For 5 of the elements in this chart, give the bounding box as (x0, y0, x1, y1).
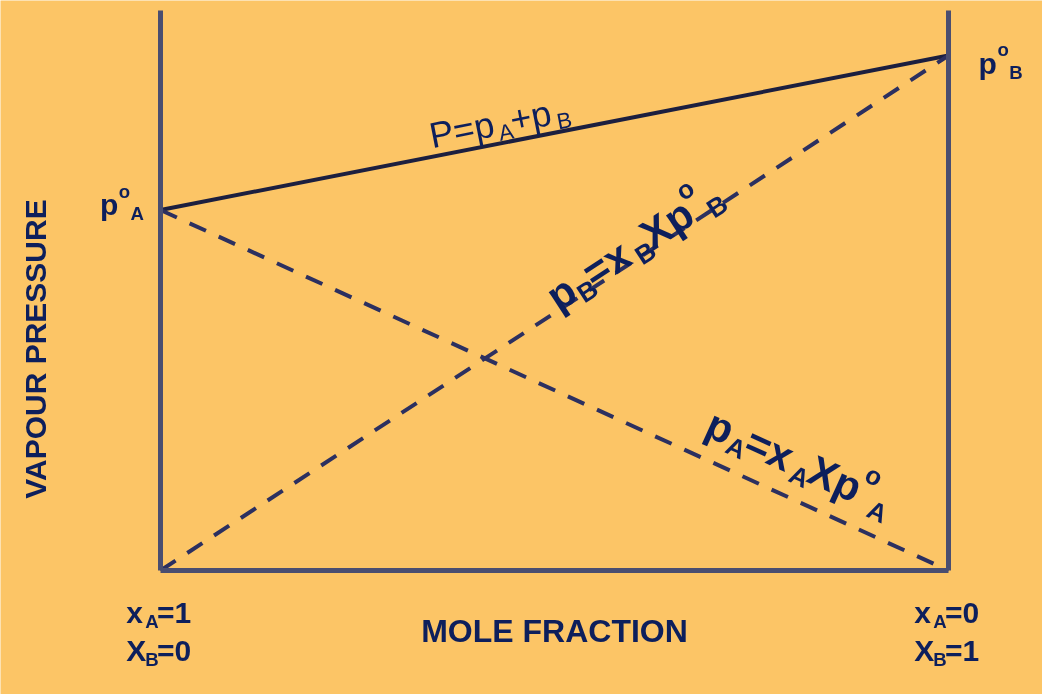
annotation: P=pA+pB (425, 92, 575, 157)
x-axis-title: MOLE FRACTION (421, 612, 688, 649)
y-axis-title: VAPOUR PRESSURE (19, 199, 52, 499)
annotation: pA=xAXpoA (698, 400, 893, 530)
annotation: pB=xBXpoB (537, 172, 734, 320)
